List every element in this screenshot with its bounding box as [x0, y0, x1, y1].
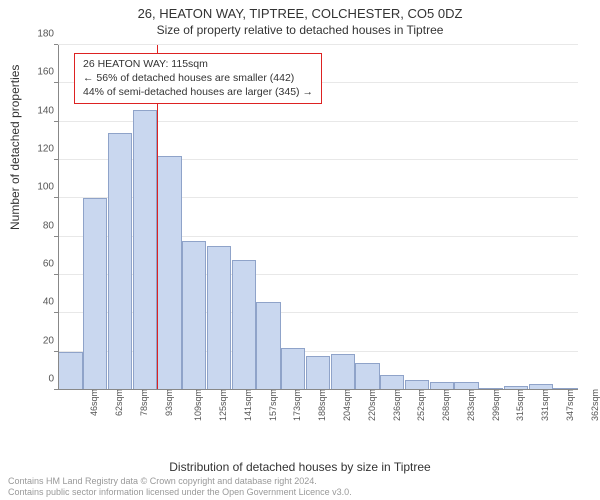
chart-title: 26, HEATON WAY, TIPTREE, COLCHESTER, CO5…	[0, 6, 600, 21]
x-tick-label: 188sqm	[317, 389, 327, 421]
x-tick-label: 362sqm	[590, 389, 600, 421]
x-tick-label: 78sqm	[139, 389, 149, 416]
histogram-bar	[157, 156, 181, 390]
y-tick-label: 80	[43, 220, 54, 231]
y-axis-label: Number of detached properties	[8, 65, 22, 230]
y-tick-label: 100	[37, 182, 54, 193]
histogram-bar	[182, 241, 206, 391]
x-tick-label: 315sqm	[515, 389, 525, 421]
histogram-bar	[108, 133, 132, 390]
y-tick-label: 140	[37, 105, 54, 116]
x-tick-label: 331sqm	[540, 389, 550, 421]
histogram-bar	[306, 356, 330, 391]
histogram-bar	[83, 198, 107, 390]
footer-line-2: Contains public sector information licen…	[8, 487, 352, 498]
y-tick-label: 40	[43, 297, 54, 308]
callout-line: ← 56% of detached houses are smaller (44…	[83, 71, 313, 85]
x-tick-label: 46sqm	[89, 389, 99, 416]
title-block: 26, HEATON WAY, TIPTREE, COLCHESTER, CO5…	[0, 0, 600, 37]
histogram-bar	[281, 348, 305, 390]
histogram-bar	[207, 246, 231, 390]
x-tick-label: 347sqm	[565, 389, 575, 421]
footer-line-1: Contains HM Land Registry data © Crown c…	[8, 476, 352, 487]
y-tick-label: 60	[43, 259, 54, 270]
x-tick-label: 109sqm	[193, 389, 203, 421]
x-tick-label: 62sqm	[114, 389, 124, 416]
y-tick-label: 20	[43, 335, 54, 346]
histogram-bar	[380, 375, 404, 390]
x-axis-label: Distribution of detached houses by size …	[0, 460, 600, 474]
callout-line: 26 HEATON WAY: 115sqm	[83, 57, 313, 71]
histogram-bar	[331, 354, 355, 390]
x-tick-label: 236sqm	[392, 389, 402, 421]
y-tick-label: 0	[48, 374, 54, 385]
x-tick-label: 220sqm	[367, 389, 377, 421]
chart-subtitle: Size of property relative to detached ho…	[0, 23, 600, 37]
histogram-bar	[256, 302, 280, 390]
y-axis-line	[58, 45, 59, 390]
x-tick-label: 173sqm	[293, 389, 303, 421]
histogram-bar	[133, 110, 157, 390]
gridline	[58, 44, 578, 45]
plot-area: 02040608010012014016018046sqm62sqm78sqm9…	[58, 45, 578, 430]
histogram-bar	[355, 363, 379, 390]
x-tick-label: 283sqm	[466, 389, 476, 421]
callout-line: 44% of semi-detached houses are larger (…	[83, 85, 313, 99]
y-tick-label: 120	[37, 144, 54, 155]
x-tick-label: 252sqm	[416, 389, 426, 421]
x-tick-label: 141sqm	[243, 389, 253, 421]
x-tick-label: 299sqm	[491, 389, 501, 421]
chart-container: 26, HEATON WAY, TIPTREE, COLCHESTER, CO5…	[0, 0, 600, 500]
y-tick-label: 180	[37, 29, 54, 40]
attribution-footer: Contains HM Land Registry data © Crown c…	[8, 476, 352, 498]
x-tick-label: 268sqm	[441, 389, 451, 421]
x-axis-line	[58, 389, 578, 390]
x-tick-label: 157sqm	[268, 389, 278, 421]
x-tick-label: 93sqm	[164, 389, 174, 416]
histogram-bar	[58, 352, 82, 390]
y-tick-label: 160	[37, 67, 54, 78]
x-tick-label: 204sqm	[342, 389, 352, 421]
callout-box: 26 HEATON WAY: 115sqm← 56% of detached h…	[74, 53, 322, 104]
histogram-bar	[232, 260, 256, 390]
x-tick-label: 125sqm	[218, 389, 228, 421]
